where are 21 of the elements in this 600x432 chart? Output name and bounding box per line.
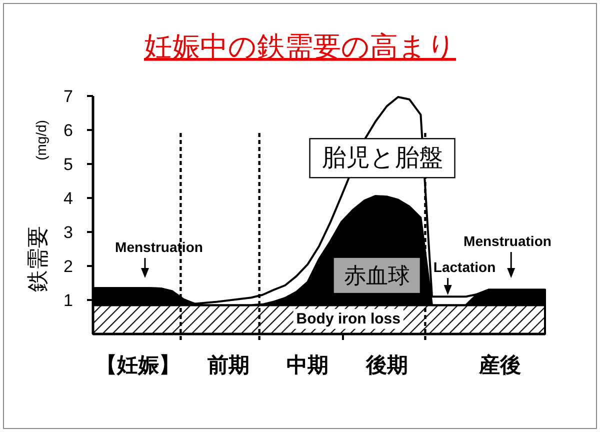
chart-title: 妊娠中の鉄需要の高まり [144,31,456,62]
y-tick-label: 6 [64,121,73,140]
x-tick-label: 後期 [364,354,408,377]
y-tick-label: 7 [64,87,73,106]
text: (mg/d) [33,120,49,160]
y-axis-title: 鉄需要 [25,226,50,292]
x-tick-label: 産後 [478,353,521,377]
annotation: Menstruation [464,233,552,249]
y-tick-label: 4 [64,189,73,208]
annotation: Lactation [433,259,496,275]
annotation: 胎児と胎盤 [322,144,443,172]
x-tick-label: 中期 [286,354,329,377]
annotation: Menstruation [115,239,203,255]
x-tick-label: 前期 [206,354,250,377]
x-tick-label: 【妊娠】 [96,354,180,377]
annotation: 赤血球 [344,262,410,288]
annotation: Body iron loss [296,310,400,328]
y-tick-label: 2 [64,257,73,276]
y-tick-label: 3 [64,223,73,242]
y-tick-label: 5 [64,155,73,174]
y-tick-label: 1 [64,291,73,310]
